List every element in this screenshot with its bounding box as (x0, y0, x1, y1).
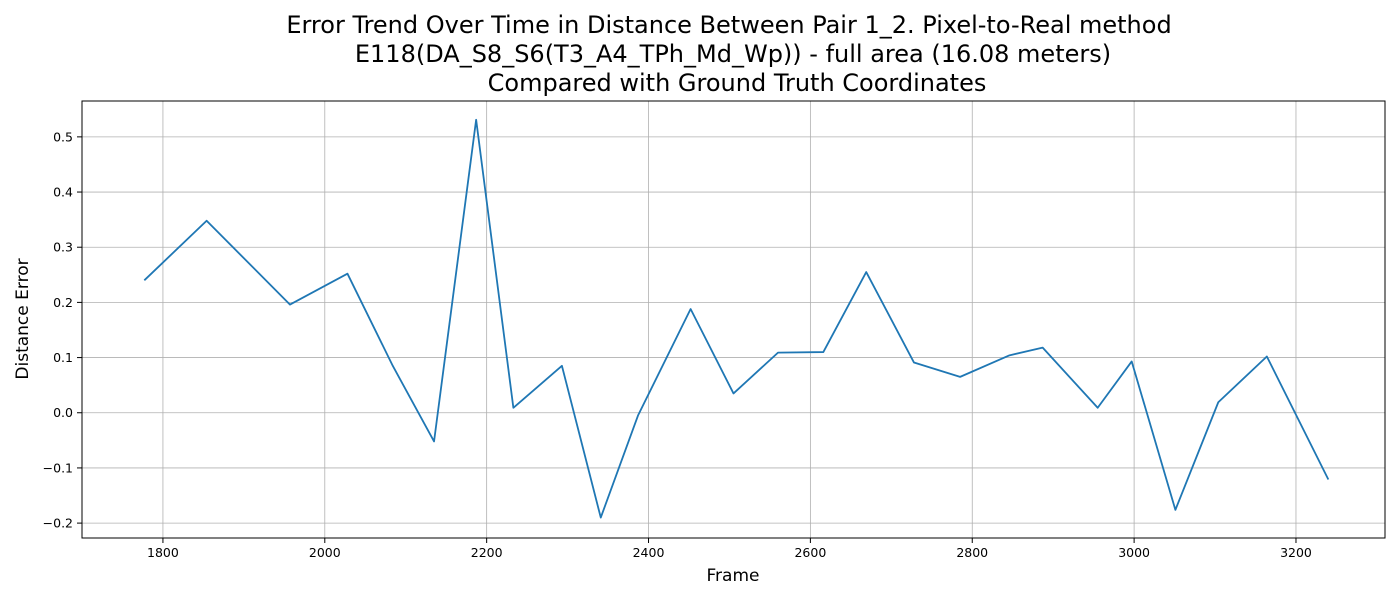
data-point (1266, 355, 1268, 357)
data-point (959, 376, 961, 378)
y-axis-ticks: −0.2 −0.1 0.0 0.1 0.2 0.3 0.4 0.5 (43, 129, 82, 531)
x-axis-ticks: 1800 2000 2200 2400 2600 2800 3000 3200 (147, 538, 1312, 560)
data-point (1096, 407, 1098, 409)
x-tick-label: 1800 (147, 545, 179, 560)
data-point (143, 279, 145, 281)
data-point (822, 351, 824, 353)
data-point (1008, 354, 1010, 356)
plot-frame (81, 100, 1386, 539)
chart-title-line-2: E118(DA_S8_S6(T3_A4_TPh_Md_Wp)) - full a… (355, 40, 1111, 68)
data-point (865, 271, 867, 273)
data-point (1217, 401, 1219, 403)
data-point (1327, 478, 1329, 480)
data-point (475, 119, 477, 121)
series-line (143, 118, 1330, 519)
y-axis-label: Distance Error (13, 258, 33, 379)
x-tick-label: 3000 (1118, 545, 1150, 560)
y-tick-label: −0.2 (43, 516, 73, 531)
grid (82, 101, 1385, 538)
data-point (1041, 346, 1043, 348)
data-point (561, 365, 563, 367)
data-point (392, 365, 394, 367)
data-point (346, 273, 348, 275)
data-point (433, 440, 435, 442)
y-tick-label: 0.0 (53, 405, 73, 420)
data-point (600, 516, 602, 518)
x-tick-label: 2000 (309, 545, 341, 560)
x-tick-label: 3200 (1280, 545, 1312, 560)
data-point (512, 407, 514, 409)
data-point (913, 361, 915, 363)
chart-title-line-1: Error Trend Over Time in Distance Betwee… (286, 11, 1171, 39)
data-point (289, 303, 291, 305)
series-group (143, 118, 1330, 519)
y-tick-label: 0.4 (53, 185, 73, 200)
y-tick-label: 0.1 (53, 350, 73, 365)
y-tick-label: 0.2 (53, 295, 73, 310)
y-tick-label: −0.1 (43, 460, 73, 475)
data-point (1130, 360, 1132, 362)
data-point (637, 414, 639, 416)
data-point (205, 220, 207, 222)
x-tick-label: 2600 (794, 545, 826, 560)
x-tick-label: 2200 (471, 545, 503, 560)
x-axis-label: Frame (707, 566, 760, 586)
chart-title-line-3: Compared with Ground Truth Coordinates (488, 69, 987, 97)
y-tick-label: 0.3 (53, 240, 73, 255)
data-point (689, 308, 691, 310)
chart-title: Error Trend Over Time in Distance Betwee… (286, 11, 1171, 97)
data-point (732, 392, 734, 394)
x-tick-label: 2800 (956, 545, 988, 560)
data-point (1174, 509, 1176, 511)
x-tick-label: 2400 (633, 545, 665, 560)
data-point (777, 351, 779, 353)
y-tick-label: 0.5 (53, 129, 73, 144)
